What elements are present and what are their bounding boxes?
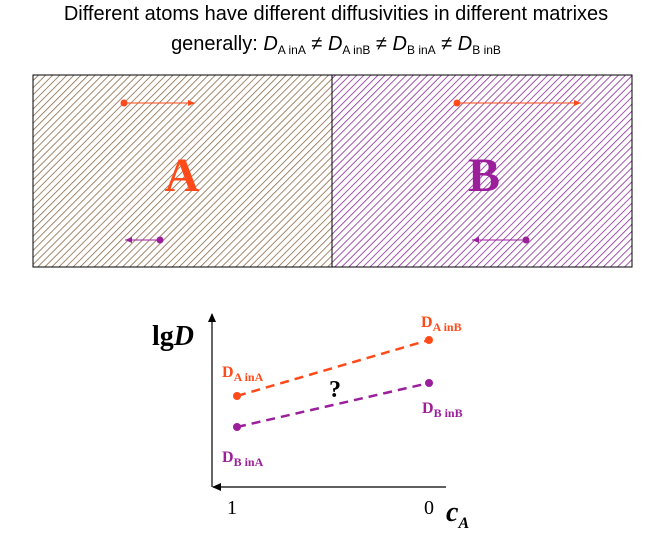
- point-d-a-in-a: [233, 392, 241, 400]
- point-d-a-in-b: [425, 336, 433, 344]
- term-d-b-in-a: DB inA: [392, 33, 436, 57]
- region-a-label: A: [165, 149, 200, 202]
- region-b-label: B: [468, 149, 500, 202]
- neq-sign-1: ≠: [311, 33, 323, 55]
- label-d-b-in-b: DB inB: [422, 400, 463, 420]
- label-d-b-in-a: DB inA: [222, 449, 264, 469]
- label-d-a-in-b: DA inB: [421, 314, 462, 334]
- x-axis-label: cA: [446, 497, 469, 532]
- title-prefix: generally:: [171, 33, 258, 55]
- point-d-b-in-b: [425, 379, 433, 387]
- term-d-b-in-b: DB inB: [457, 33, 501, 57]
- neq-sign-3: ≠: [441, 33, 453, 55]
- atom-a-in-b-arrow: [453, 99, 581, 107]
- neq-sign-2: ≠: [375, 33, 387, 55]
- x-tick-0: 0: [424, 497, 434, 519]
- region-b: [331, 74, 633, 268]
- x-tick-1: 1: [227, 497, 237, 519]
- series-a-line: [236, 338, 430, 398]
- title-line-2: generally: DA inA ≠ DA inB ≠ DB inA ≠ DB…: [0, 33, 672, 57]
- atom-b-in-b-arrow: [472, 236, 530, 244]
- region-a: [32, 74, 333, 268]
- y-axis-label: lgD: [152, 321, 194, 352]
- question-mark: ?: [329, 377, 341, 403]
- label-d-a-in-a: DA inA: [222, 364, 264, 384]
- atom-a-in-a-arrow: [120, 99, 195, 107]
- term-d-a-in-b: DA inB: [327, 33, 371, 57]
- term-d-a-in-a: DA inA: [263, 33, 306, 57]
- title-line-1: Different atoms have different diffusivi…: [63, 3, 609, 25]
- point-d-b-in-a: [233, 423, 241, 431]
- series-b-line: [236, 381, 430, 429]
- atom-b-in-a-arrow: [125, 236, 164, 244]
